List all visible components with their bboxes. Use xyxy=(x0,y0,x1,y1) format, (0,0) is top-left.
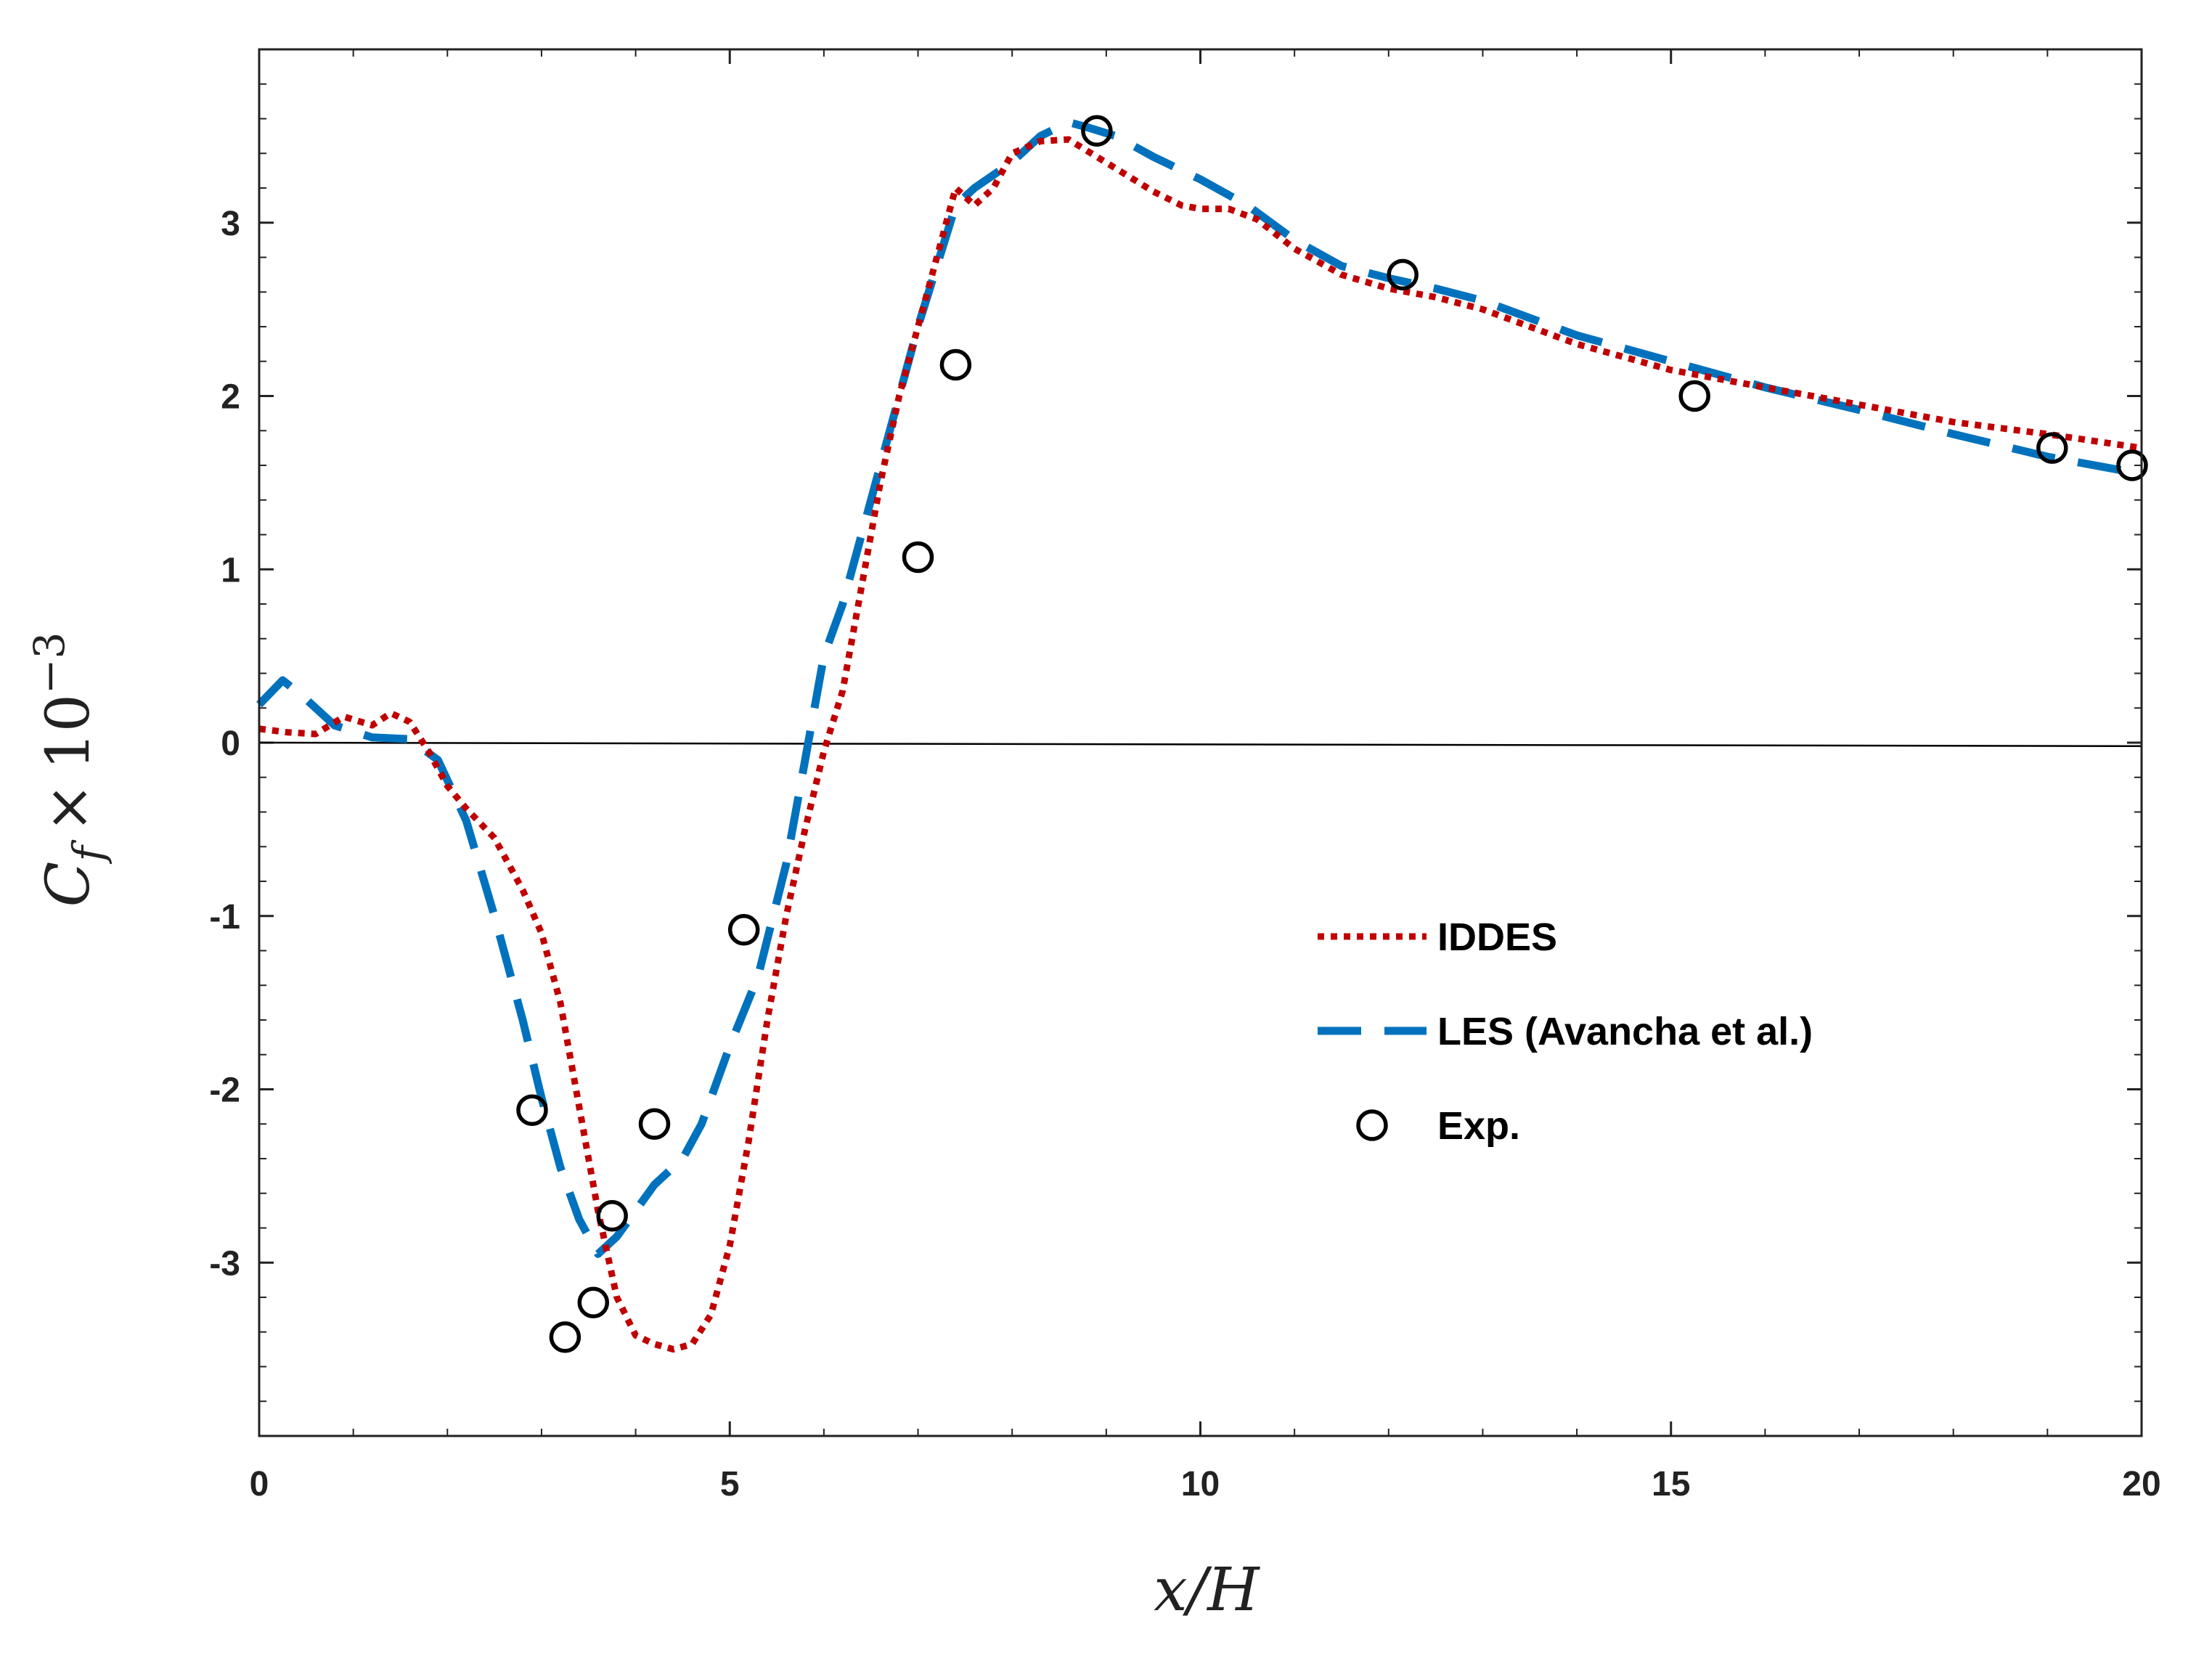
exp-data-point xyxy=(1081,115,1113,147)
y-tick-label: -1 xyxy=(209,898,240,936)
exp-data-point xyxy=(549,1321,581,1353)
y-tick-label: 0 xyxy=(221,725,240,763)
plot-frame xyxy=(258,48,2143,1437)
y-label-c: C xyxy=(34,862,103,907)
legend: IDDES LES (Avancha et al.) Exp. xyxy=(1318,915,1813,1148)
x-tick-label: 0 xyxy=(250,1465,269,1503)
exp-data-point xyxy=(516,1094,548,1126)
x-tick-labels: 0 5 10 15 20 xyxy=(250,1465,2161,1503)
y-tick-label: 1 xyxy=(221,551,240,589)
exp-data-point xyxy=(596,1200,628,1232)
series-les-line xyxy=(256,118,2142,1258)
y-tick-label: -2 xyxy=(209,1072,240,1110)
series-iddes-line xyxy=(258,136,2142,1353)
exp-data-point xyxy=(1387,258,1419,291)
zero-line xyxy=(258,741,2142,748)
exp-data-point xyxy=(902,541,934,574)
exp-data-point xyxy=(1678,380,1710,412)
exp-data-point xyxy=(2116,449,2148,481)
y-label-times: × xyxy=(34,783,103,833)
x-tick-label: 5 xyxy=(720,1465,740,1503)
x-axis-label: x/H xyxy=(1154,1556,1260,1625)
legend-iddes-label: IDDES xyxy=(1437,915,1557,959)
legend-les-label: LES (Avancha et al.) xyxy=(1437,1010,1813,1053)
legend-exp-label: Exp. xyxy=(1437,1104,1520,1148)
exp-data-point xyxy=(638,1108,671,1140)
exp-data-point xyxy=(577,1286,610,1318)
exp-data-point xyxy=(939,348,972,381)
y-tick-label: 2 xyxy=(221,378,240,417)
exp-data-point xyxy=(2036,432,2068,464)
y-tick-label: 3 xyxy=(221,205,240,243)
x-tick-label: 15 xyxy=(1652,1465,1690,1503)
y-tick-label: -3 xyxy=(209,1244,240,1283)
legend-exp-marker xyxy=(1356,1109,1388,1141)
series-layer xyxy=(256,115,2148,1353)
exp-data-point xyxy=(727,914,760,946)
y-label-base: 10 xyxy=(34,694,103,770)
y-axis-label: Cf×10−3 xyxy=(25,632,113,907)
y-tick-labels: -3 -2 -1 0 1 2 3 xyxy=(209,205,240,1284)
y-label-exponent: −3 xyxy=(25,632,74,695)
x-tick-label: 20 xyxy=(2122,1465,2160,1503)
x-tick-label: 10 xyxy=(1181,1465,1220,1503)
